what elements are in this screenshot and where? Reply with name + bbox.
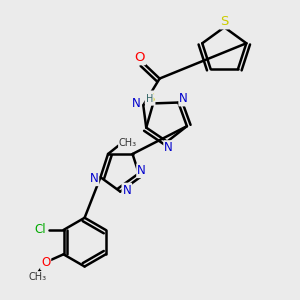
Text: N: N bbox=[179, 92, 188, 106]
Text: N: N bbox=[122, 184, 131, 196]
Text: S: S bbox=[146, 92, 154, 105]
Text: N: N bbox=[132, 97, 141, 110]
Text: H: H bbox=[146, 94, 153, 104]
Text: Cl: Cl bbox=[34, 224, 46, 236]
Text: S: S bbox=[220, 15, 229, 28]
Text: N: N bbox=[90, 172, 98, 185]
Text: N: N bbox=[164, 141, 173, 154]
Text: O: O bbox=[41, 256, 50, 269]
Text: CH₃: CH₃ bbox=[28, 272, 46, 282]
Text: N: N bbox=[137, 164, 146, 177]
Text: CH₃: CH₃ bbox=[119, 138, 137, 148]
Text: O: O bbox=[134, 51, 145, 64]
